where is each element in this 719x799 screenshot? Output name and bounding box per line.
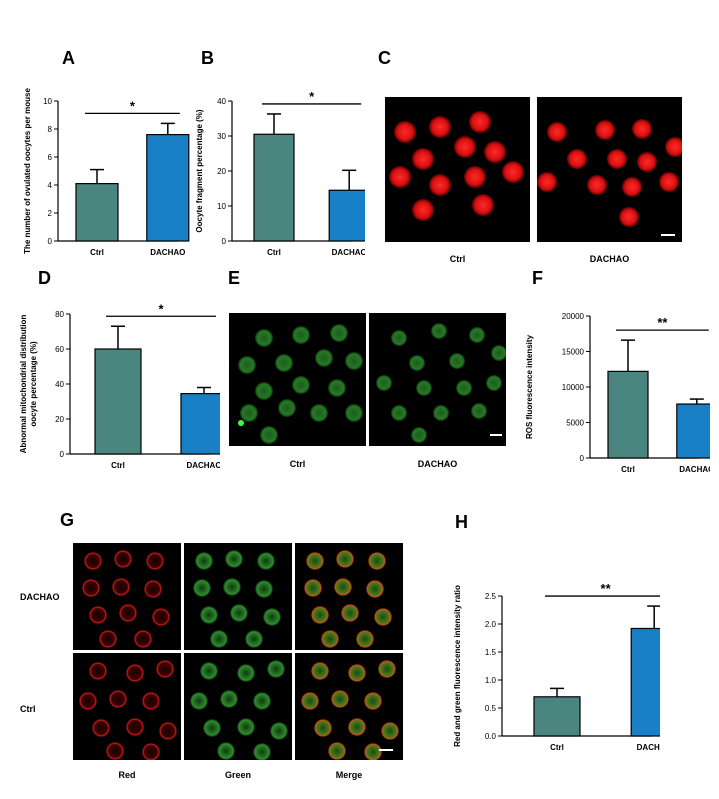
bar-dachao bbox=[146, 133, 190, 242]
panel-label-f: F bbox=[532, 268, 543, 288]
y-tick-label: 0.0 bbox=[485, 732, 497, 741]
y-tick-label: 2.5 bbox=[485, 592, 497, 601]
chart-b-group: 0 10 20 30 40 Oocyte fragment percentage (%) C… bbox=[195, 89, 365, 257]
panel-label-h: H bbox=[455, 512, 468, 532]
bar-ctrl bbox=[607, 370, 649, 459]
chart-a-ovulated-oocytes: 0 2 4 6 8 10 The number of ovulated oocytes pe… bbox=[23, 88, 190, 257]
y-axis-label: oocyte percentage (%) bbox=[29, 341, 38, 427]
caption-e-dachao: DACHAO bbox=[417, 459, 458, 469]
y-tick-label: 20 bbox=[217, 167, 226, 176]
significance-marker: * bbox=[158, 301, 164, 316]
image-g-ctrl-green bbox=[184, 653, 292, 760]
scale-bar-e bbox=[490, 434, 502, 436]
chart-d-group: 0 20 40 60 80 Abnormal mitochondrial distribu… bbox=[20, 301, 220, 470]
y-tick-label: 0 bbox=[580, 454, 585, 463]
x-tick-label: DACHAO bbox=[150, 248, 185, 257]
y-tick-label: 10000 bbox=[562, 383, 585, 392]
y-tick-label: 40 bbox=[217, 97, 226, 106]
g-row-label-dachao: DACHAO bbox=[20, 592, 60, 602]
x-tick-label: Ctrl bbox=[267, 248, 281, 257]
x-tick-label: Ctrl bbox=[550, 743, 564, 752]
y-tick-label: 60 bbox=[55, 345, 64, 354]
x-tick-label: DACHAO bbox=[637, 743, 660, 752]
image-g-dachao-red bbox=[73, 543, 181, 650]
image-g-dachao-green bbox=[184, 543, 292, 650]
x-tick-label: Ctrl bbox=[90, 248, 104, 257]
bar-dachao bbox=[630, 627, 660, 737]
y-tick-label: 15000 bbox=[562, 348, 585, 357]
y-tick-label: 4 bbox=[48, 181, 53, 190]
image-g-dachao-merge bbox=[295, 543, 403, 650]
bar-dachao bbox=[676, 403, 710, 459]
x-tick-label: Ctrl bbox=[111, 461, 125, 470]
panel-label-d: D bbox=[38, 268, 51, 288]
significance-marker: ** bbox=[601, 581, 612, 596]
image-g-ctrl-merge bbox=[295, 653, 403, 760]
image-c-ctrl bbox=[385, 97, 530, 242]
image-e-dachao bbox=[369, 313, 506, 446]
panel-label-a: A bbox=[62, 48, 75, 68]
y-axis-label: The number of ovulated oocytes per mouse bbox=[23, 88, 32, 254]
bar-ctrl bbox=[94, 348, 142, 455]
panel-label-b: B bbox=[201, 48, 214, 68]
y-axis-label: Oocyte fragment percentage (%) bbox=[195, 109, 204, 232]
x-tick-label: DACHAO bbox=[679, 465, 710, 474]
y-tick-label: 5000 bbox=[566, 419, 584, 428]
y-tick-label: 80 bbox=[55, 310, 64, 319]
chart-h-red-green-ratio: 0.0 0.5 1.0 1.5 2.0 2.5 Red and green fluoresc… bbox=[453, 581, 660, 752]
image-e-ctrl bbox=[229, 313, 366, 446]
chart-b-fragment-percentage: 0 10 20 30 40 Oocyte fragment percentage (%) C… bbox=[195, 89, 365, 257]
x-tick-label: Ctrl bbox=[621, 465, 635, 474]
panel-label-e: E bbox=[228, 268, 241, 288]
y-tick-label: 2.0 bbox=[485, 620, 497, 629]
y-tick-label: 20000 bbox=[562, 312, 585, 321]
g-col-label-red: Red bbox=[118, 770, 136, 780]
significance-marker: * bbox=[309, 89, 315, 104]
caption-e-ctrl: Ctrl bbox=[289, 459, 306, 469]
g-row-label-ctrl: Ctrl bbox=[20, 704, 36, 714]
y-tick-label: 10 bbox=[217, 202, 226, 211]
y-tick-label: 30 bbox=[217, 132, 226, 141]
g-col-label-green: Green bbox=[224, 770, 251, 780]
bar-dachao bbox=[180, 393, 220, 455]
x-tick-label: DACHAO bbox=[332, 248, 365, 257]
y-tick-label: 10 bbox=[43, 97, 52, 106]
bar-ctrl bbox=[75, 182, 119, 242]
chart-f-group: 0 5000 10000 15000 20000 ROS fluorescence int… bbox=[525, 312, 710, 474]
y-tick-label: 40 bbox=[55, 380, 64, 389]
panel-label-g: G bbox=[60, 510, 75, 530]
chart-h-group: 0.0 0.5 1.0 1.5 2.0 2.5 Red and green fluoresc… bbox=[453, 581, 660, 752]
y-tick-label: 1.5 bbox=[485, 648, 497, 657]
y-axis-label: Red and green fluorescence intensity rat… bbox=[453, 585, 462, 747]
y-tick-label: 20 bbox=[55, 415, 64, 424]
y-tick-label: 0 bbox=[222, 237, 227, 246]
y-tick-label: 6 bbox=[48, 153, 53, 162]
g-col-label-merge: Merge bbox=[335, 770, 363, 780]
y-tick-label: 0.5 bbox=[485, 704, 497, 713]
panel-label-c: C bbox=[378, 48, 391, 68]
image-c-dachao bbox=[537, 97, 682, 242]
chart-a-group: 0 2 4 6 8 10 The number of ovulated oocytes pe… bbox=[23, 88, 190, 257]
x-tick-label: DACHAO bbox=[186, 461, 220, 470]
y-tick-label: 0 bbox=[48, 237, 53, 246]
bar-ctrl bbox=[533, 696, 581, 737]
significance-marker: ** bbox=[657, 315, 668, 330]
y-axis-label: Abnormal mitochondrial distribution bbox=[20, 315, 28, 454]
y-tick-label: 2 bbox=[48, 209, 53, 218]
y-tick-label: 8 bbox=[48, 125, 53, 134]
chart-d-mitochondrial-distribution: 0 20 40 60 80 Abnormal mitochondrial distribu… bbox=[20, 301, 220, 470]
bar-dachao bbox=[328, 189, 365, 242]
bar-ctrl bbox=[253, 133, 295, 242]
scale-bar-c bbox=[661, 234, 675, 236]
significance-marker: * bbox=[130, 98, 136, 113]
image-g-ctrl-red bbox=[73, 653, 181, 760]
y-tick-label: 1.0 bbox=[485, 676, 497, 685]
caption-c-ctrl: Ctrl bbox=[449, 254, 466, 264]
y-tick-label: 0 bbox=[60, 450, 65, 459]
chart-f-ros-intensity: 0 5000 10000 15000 20000 ROS fluorescence int… bbox=[525, 312, 710, 474]
caption-c-dachao: DACHAO bbox=[589, 254, 630, 264]
y-axis-label: ROS fluorescence intensity bbox=[525, 334, 534, 439]
